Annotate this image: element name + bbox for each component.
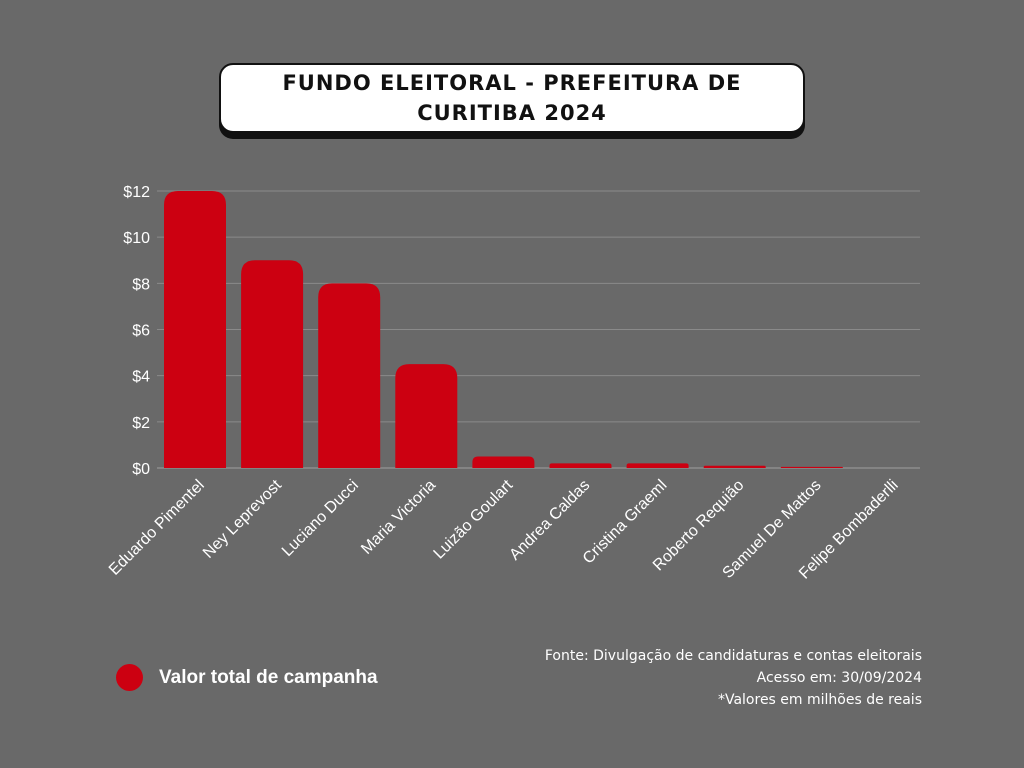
y-tick-label: $10	[123, 230, 150, 247]
chart-title-box: FUNDO ELEITORAL - PREFEITURA DE CURITIBA…	[219, 63, 805, 133]
bar	[703, 465, 766, 468]
x-tick-label: Luciano Ducci	[279, 477, 362, 560]
y-tick-label: $6	[132, 323, 150, 340]
bar	[549, 463, 612, 468]
bar	[241, 260, 304, 468]
x-tick-label: Ney Leprevost	[200, 476, 285, 561]
bar	[395, 364, 458, 468]
bar	[626, 463, 689, 468]
source-line: Fonte: Divulgação de candidaturas e cont…	[544, 648, 922, 664]
y-tick-label: $4	[132, 369, 150, 386]
x-tick-label: Andrea Caldas	[506, 477, 593, 564]
bar	[780, 466, 843, 468]
access-date: Acesso em: 30/09/2024	[756, 670, 922, 686]
source-note: Fonte: Divulgação de candidaturas e cont…	[545, 645, 922, 711]
y-tick-label: $0	[132, 461, 150, 478]
chart-title: FUNDO ELEITORAL - PREFEITURA DE CURITIBA…	[282, 71, 742, 125]
y-tick-label: $12	[123, 184, 150, 201]
bar	[164, 191, 226, 468]
x-tick-label: Luizão Goulart	[431, 476, 517, 562]
legend-label: Valor total de campanha	[159, 666, 378, 688]
y-tick-label: $2	[132, 415, 150, 432]
bar	[318, 283, 381, 468]
legend: Valor total de campanha	[116, 664, 378, 691]
y-tick-label: $8	[132, 276, 150, 293]
x-tick-label: Maria Victoria	[358, 477, 439, 558]
x-tick-label: Cristina Graeml	[580, 477, 671, 568]
units-note: *Valores em milhões de reais	[717, 692, 922, 708]
x-tick-label: Eduardo Pimentel	[106, 477, 208, 579]
legend-marker	[116, 664, 143, 691]
bar	[472, 456, 535, 468]
